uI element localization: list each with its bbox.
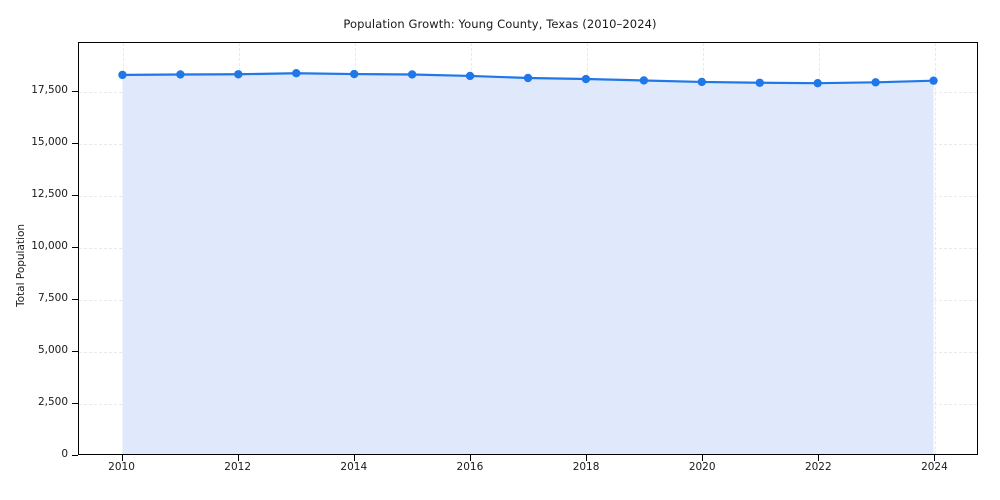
data-point-marker bbox=[176, 70, 185, 79]
y-tick-label: 12,500 bbox=[31, 187, 68, 200]
data-point-marker bbox=[929, 76, 938, 85]
data-point-marker bbox=[292, 69, 301, 78]
x-tick-mark bbox=[702, 455, 704, 461]
y-tick-label: 10,000 bbox=[31, 239, 68, 252]
plot-area bbox=[78, 42, 978, 455]
y-tick-label: 5,000 bbox=[37, 343, 68, 356]
data-point-marker bbox=[581, 74, 591, 84]
y-tick-mark bbox=[72, 194, 78, 196]
data-point-marker bbox=[523, 73, 533, 83]
x-tick-mark bbox=[818, 455, 820, 461]
x-tick-label: 2020 bbox=[688, 461, 716, 473]
y-tick-mark bbox=[72, 298, 78, 300]
gridline-vertical bbox=[935, 43, 937, 454]
x-tick-mark bbox=[586, 455, 588, 461]
series-area-fill bbox=[122, 73, 934, 454]
data-point-marker bbox=[350, 69, 359, 79]
x-tick-mark bbox=[353, 455, 355, 461]
chart-title: Population Growth: Young County, Texas (… bbox=[343, 17, 657, 31]
x-tick-label: 2016 bbox=[456, 461, 484, 473]
data-point-marker bbox=[465, 71, 475, 81]
x-tick-mark bbox=[237, 455, 239, 461]
x-tick-label: 2024 bbox=[921, 461, 948, 473]
data-point-marker bbox=[871, 78, 880, 87]
data-point-marker bbox=[755, 78, 764, 87]
y-axis-title: Total Population bbox=[5, 167, 27, 307]
y-tick-mark bbox=[72, 350, 78, 352]
x-tick-mark bbox=[469, 455, 471, 461]
x-tick-mark bbox=[121, 455, 123, 461]
y-tick-mark bbox=[72, 455, 78, 456]
data-point-marker bbox=[639, 76, 649, 85]
data-point-marker bbox=[407, 70, 417, 79]
y-tick-label: 0 bbox=[61, 448, 68, 460]
y-tick-mark bbox=[72, 402, 78, 404]
y-tick-label: 17,500 bbox=[31, 83, 68, 96]
data-point-marker bbox=[697, 77, 706, 87]
data-point-marker bbox=[234, 70, 243, 79]
data-series-layer bbox=[118, 69, 938, 454]
data-point-marker bbox=[118, 70, 127, 80]
x-tick-label: 2014 bbox=[340, 461, 368, 473]
x-tick-mark bbox=[934, 455, 936, 461]
y-tick-label: 7,500 bbox=[37, 291, 68, 304]
y-tick-mark bbox=[72, 90, 78, 92]
y-tick-label: 15,000 bbox=[31, 135, 68, 148]
x-tick-label: 2012 bbox=[224, 461, 252, 473]
y-tick-label: 2,500 bbox=[37, 395, 68, 408]
x-tick-label: 2018 bbox=[572, 461, 600, 473]
data-point-marker bbox=[813, 78, 822, 88]
y-tick-mark bbox=[72, 246, 78, 248]
x-tick-label: 2010 bbox=[108, 461, 135, 473]
y-tick-mark bbox=[72, 142, 78, 144]
x-tick-label: 2022 bbox=[804, 461, 832, 473]
